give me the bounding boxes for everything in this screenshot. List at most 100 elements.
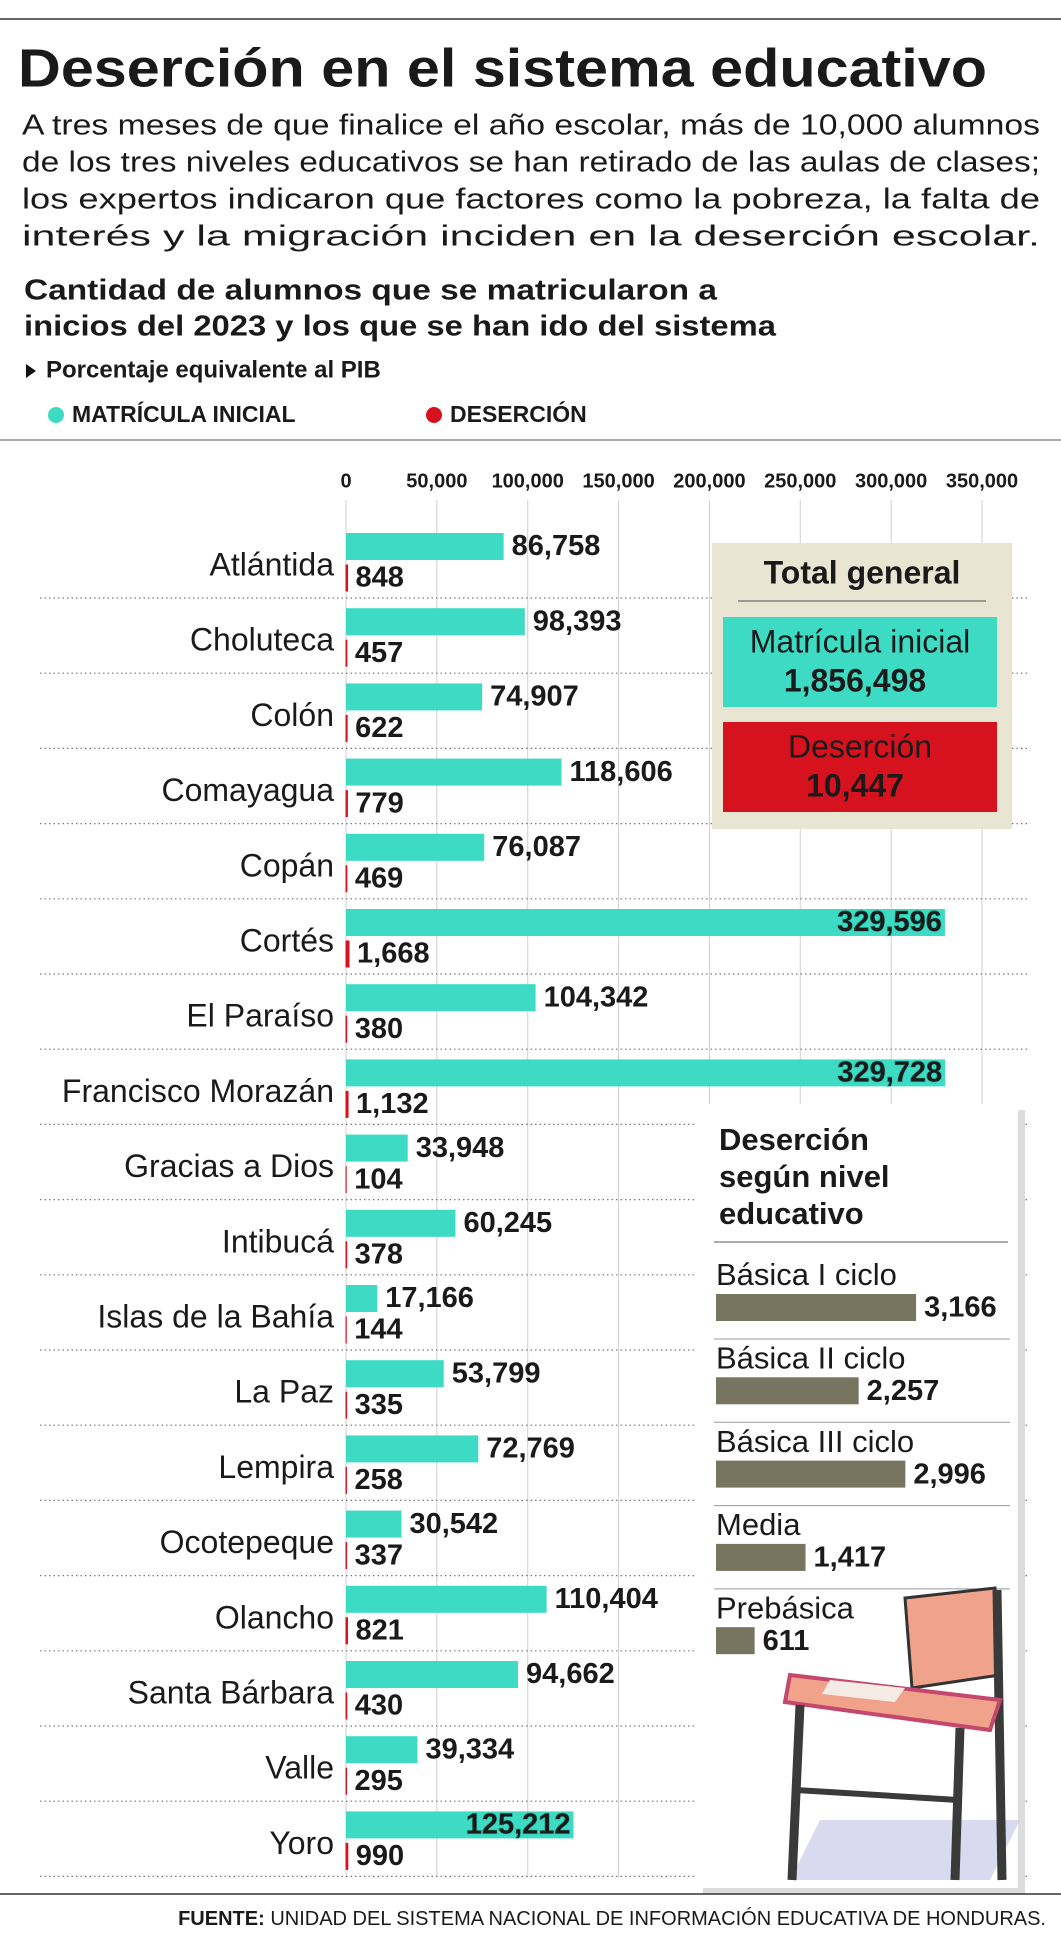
inset-category: Media — [716, 1507, 801, 1542]
bar — [346, 1135, 408, 1162]
category-label: Comayagua — [161, 772, 334, 808]
category-label: Yoro — [269, 1825, 334, 1861]
intro-line: los expertos indicaron que factores como… — [22, 184, 1040, 216]
bar — [346, 608, 525, 635]
inset-category: Prebásica — [716, 1590, 855, 1625]
value-label: 60,245 — [463, 1207, 552, 1239]
value-label: 86,758 — [512, 530, 601, 562]
value-label: 329,596 — [837, 906, 942, 938]
bar — [346, 533, 504, 560]
inset-value-label: 2,996 — [913, 1458, 986, 1490]
inset-title: educativo — [719, 1196, 864, 1231]
intro-line: A tres meses de que finalice el año esco… — [22, 110, 1040, 142]
category-label: Gracias a Dios — [124, 1148, 334, 1184]
value-label: 335 — [355, 1389, 403, 1421]
bar — [346, 1768, 347, 1794]
bar — [346, 1242, 347, 1268]
bar — [346, 834, 484, 861]
bar — [346, 1511, 401, 1538]
value-label: 30,542 — [409, 1508, 498, 1540]
inset-category: Básica I ciclo — [716, 1257, 897, 1292]
source-label: FUENTE: — [178, 1908, 265, 1930]
bar — [346, 759, 562, 786]
legend-marker — [426, 407, 442, 423]
inset-value-label: 3,166 — [924, 1292, 997, 1324]
value-label: 779 — [355, 787, 403, 819]
value-label: 848 — [356, 562, 404, 594]
source: FUENTE: UNIDAD DEL SISTEMA NACIONAL DE I… — [178, 1907, 1046, 1930]
bar — [346, 715, 347, 741]
bar — [346, 984, 536, 1011]
x-tick-label: 0 — [340, 470, 351, 492]
category-label: Islas de la Bahía — [97, 1298, 334, 1334]
category-label: Ocotepeque — [160, 1524, 334, 1560]
value-label: 104 — [354, 1163, 402, 1195]
totals-value: 10,447 — [806, 767, 904, 803]
value-label: 1,668 — [357, 938, 430, 970]
chart-title: inicios del 2023 y los que se han ido de… — [24, 311, 777, 343]
value-label: 380 — [355, 1013, 403, 1045]
x-tick-label: 200,000 — [673, 470, 745, 492]
bar — [346, 1543, 347, 1569]
totals-value: 1,856,498 — [784, 662, 926, 698]
legend-marker — [48, 407, 64, 423]
value-label: 118,606 — [570, 756, 673, 788]
value-label: 990 — [356, 1840, 404, 1872]
value-label: 17,166 — [385, 1282, 474, 1314]
category-label: El Paraíso — [186, 998, 334, 1034]
intro-line: de los tres niveles educativos se han re… — [22, 147, 1040, 179]
bar — [346, 1736, 417, 1763]
value-label: 74,907 — [490, 681, 579, 713]
inset-bar — [716, 1627, 755, 1654]
inset-title: según nivel — [719, 1159, 890, 1194]
chair-leg — [997, 1590, 1002, 1880]
bar — [346, 1843, 348, 1869]
category-label: Olancho — [215, 1599, 334, 1635]
value-label: 622 — [355, 712, 403, 744]
x-tick-label: 250,000 — [764, 470, 836, 492]
category-label: La Paz — [234, 1374, 334, 1410]
bar — [346, 1586, 547, 1613]
value-label: 258 — [354, 1464, 402, 1496]
inset-value-label: 1,417 — [814, 1542, 887, 1574]
totals-label: Deserción — [788, 728, 932, 764]
bar — [346, 683, 482, 710]
value-label: 125,212 — [466, 1809, 571, 1841]
category-label: Francisco Morazán — [62, 1073, 334, 1109]
totals-title: Total general — [764, 554, 961, 590]
bar — [346, 1693, 347, 1719]
inset-category: Básica II ciclo — [716, 1340, 906, 1375]
inset-bar — [716, 1544, 806, 1571]
bar — [346, 1360, 444, 1387]
value-label: 33,948 — [416, 1132, 505, 1164]
note-arrow — [26, 364, 36, 378]
category-label: Cortés — [240, 922, 334, 958]
bar — [346, 565, 348, 591]
x-tick-label: 300,000 — [855, 470, 927, 492]
value-label: 98,393 — [533, 605, 622, 637]
value-label: 76,087 — [492, 831, 581, 863]
category-label: Colón — [250, 697, 334, 733]
category-label: Santa Bárbara — [128, 1674, 335, 1710]
bar — [346, 640, 347, 666]
value-label: 378 — [355, 1238, 403, 1270]
value-label: 94,662 — [526, 1658, 615, 1690]
bar — [346, 1661, 518, 1688]
chart-title: Cantidad de alumnos que se matricularon … — [24, 275, 718, 307]
bar — [346, 1392, 347, 1418]
chair-back — [905, 1588, 1000, 1688]
category-label: Choluteca — [190, 622, 334, 658]
value-label: 144 — [354, 1314, 402, 1346]
value-label: 821 — [355, 1614, 403, 1646]
category-label: Valle — [265, 1750, 334, 1786]
bar — [346, 1091, 348, 1117]
totals-label: Matrícula inicial — [750, 623, 971, 659]
source-text: UNIDAD DEL SISTEMA NACIONAL DE INFORMACI… — [270, 1907, 1046, 1930]
category-label: Copán — [240, 847, 334, 883]
x-tick-label: 100,000 — [492, 470, 564, 492]
bar — [346, 1618, 347, 1644]
x-tick-label: 350,000 — [946, 470, 1018, 492]
inset-bar — [716, 1377, 859, 1404]
